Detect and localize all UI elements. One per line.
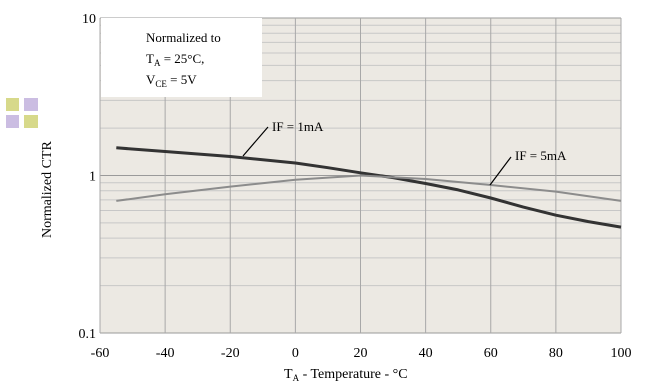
swatch-cell <box>6 115 19 128</box>
x-tick-labels: -60 -40 -20 0 20 40 60 80 100 <box>91 346 632 361</box>
note-line-2: TA = 25°C, <box>146 51 204 68</box>
leader-if-5ma <box>489 156 512 186</box>
note-line-1: Normalized to <box>146 30 221 45</box>
normalization-note: Normalized to TA = 25°C, VCE = 5V <box>101 18 262 97</box>
corner-swatch-decoration <box>6 98 38 128</box>
leader-if-1ma <box>242 126 269 157</box>
series-layer <box>116 146 622 229</box>
note-line-3: VCE = 5V <box>146 72 197 89</box>
y-axis-label: Normalized CTR <box>40 141 55 238</box>
note-box <box>101 18 262 97</box>
x-tick-label: 20 <box>354 346 368 361</box>
swatch-cell <box>6 98 19 111</box>
x-tick-label: -20 <box>221 346 240 361</box>
y-tick-labels: 0.1 1 10 <box>79 12 97 342</box>
major-gridlines <box>99 17 622 334</box>
x-tick-label: -40 <box>156 346 175 361</box>
y-tick-label: 1 <box>89 170 96 185</box>
x-tick-label: -60 <box>91 346 110 361</box>
x-tick-label: 80 <box>549 346 563 361</box>
x-tick-label: 40 <box>419 346 433 361</box>
series-label-if-5ma: IF = 5mA <box>515 148 567 163</box>
swatch-cell <box>24 115 38 128</box>
swatch-cell <box>24 98 38 111</box>
x-tick-label: 0 <box>292 346 299 361</box>
y-tick-label: 10 <box>82 12 96 27</box>
annotation-leaders <box>242 126 512 186</box>
series-label-if-1ma: IF = 1mA <box>272 119 324 134</box>
series-line-1 <box>116 146 622 229</box>
x-axis-label: TA - Temperature - °C <box>284 367 408 383</box>
y-tick-label: 0.1 <box>79 327 97 342</box>
x-tick-label: 100 <box>611 346 632 361</box>
series-line-2 <box>116 174 622 202</box>
x-tick-label: 60 <box>484 346 498 361</box>
